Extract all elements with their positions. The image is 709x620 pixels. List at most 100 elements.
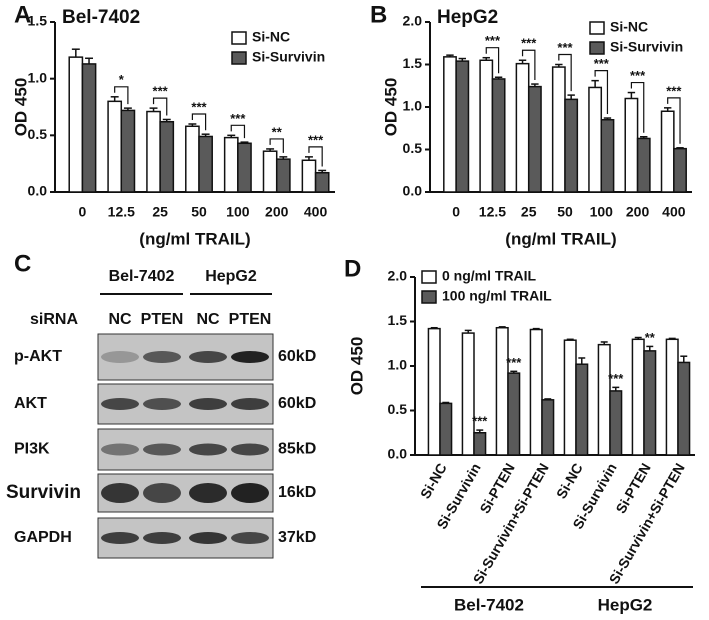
significance-label: *** <box>506 355 522 370</box>
size-label: 37kD <box>278 529 316 546</box>
protein-label: GAPDH <box>14 529 72 546</box>
protein-label: PI3K <box>14 441 50 458</box>
band <box>101 351 139 363</box>
panel-label: B <box>370 1 387 28</box>
bar <box>427 327 441 456</box>
bar <box>159 120 175 193</box>
band <box>231 351 269 363</box>
x-tick-label: 50 <box>557 204 573 220</box>
protein-label: Survivin <box>6 482 81 503</box>
bar <box>275 158 291 193</box>
x-tick-label: 100 <box>226 204 250 220</box>
lane-label: NC <box>108 311 132 328</box>
band <box>189 443 227 456</box>
legend-label: 0 ng/ml TRAIL <box>442 268 537 284</box>
x-tick-label: 100 <box>590 204 614 220</box>
bar <box>237 142 252 193</box>
significance-bracket <box>152 97 168 116</box>
legend-swatch <box>421 290 437 304</box>
significance-label: *** <box>153 84 169 99</box>
y-tick-label: 1.0 <box>28 69 48 85</box>
bar <box>631 338 645 456</box>
bar <box>68 56 84 193</box>
legend-label: Si-NC <box>252 29 290 45</box>
significance-bracket <box>308 146 323 167</box>
bar <box>262 150 278 193</box>
y-tick-label: 1.5 <box>28 13 48 29</box>
bar <box>643 350 657 456</box>
bar <box>198 135 213 193</box>
legend-swatch <box>231 31 247 45</box>
significance-label: ** <box>272 124 283 139</box>
significance-bracket <box>230 124 246 139</box>
significance-label: *** <box>308 132 324 147</box>
y-tick-label: 0.0 <box>388 446 408 462</box>
bar <box>529 328 543 456</box>
chart-title: Bel-7402 <box>62 7 140 28</box>
bar <box>527 85 542 193</box>
bar <box>479 59 494 193</box>
bar <box>636 137 651 193</box>
legend-label: 100 ng/ml TRAIL <box>442 288 552 304</box>
y-tick-label: 1.5 <box>403 55 423 71</box>
bar <box>146 110 161 193</box>
band <box>101 443 139 456</box>
significance-label: ** <box>645 330 656 345</box>
x-tick-label: 400 <box>662 204 686 220</box>
legend-swatch <box>231 51 247 65</box>
band <box>143 398 181 410</box>
panel-label: D <box>344 255 361 282</box>
band <box>231 483 269 503</box>
significance-label: *** <box>594 56 610 71</box>
band <box>189 483 227 503</box>
y-axis-label: OD 450 <box>347 337 366 396</box>
group-label: HepG2 <box>598 595 653 614</box>
band <box>143 483 181 503</box>
significance-bracket <box>114 86 129 105</box>
bar <box>677 361 691 456</box>
x-axis-label: (ng/ml TRAIL) <box>505 229 616 248</box>
bar <box>541 399 555 456</box>
bar <box>301 159 317 193</box>
bar <box>551 66 566 193</box>
bar <box>223 136 239 193</box>
bar <box>588 86 603 193</box>
significance-bracket <box>630 81 645 133</box>
significance-bracket <box>594 70 609 115</box>
x-tick-label: 50 <box>191 204 207 220</box>
y-tick-label: 1.5 <box>388 312 408 328</box>
y-tick-label: 0.5 <box>403 140 423 156</box>
bar <box>455 60 470 193</box>
legend-swatch <box>589 41 605 55</box>
x-tick-label: 400 <box>304 204 328 220</box>
y-tick-label: 1.0 <box>403 98 423 114</box>
y-axis-label: OD 450 <box>11 78 30 137</box>
bar <box>491 78 506 193</box>
y-tick-label: 2.0 <box>388 268 408 284</box>
x-tick-label: 0 <box>452 204 460 220</box>
band <box>231 532 269 544</box>
bar <box>624 97 639 193</box>
legend-label: Si-NC <box>610 19 648 35</box>
bar <box>185 125 200 193</box>
size-label: 60kD <box>278 348 316 365</box>
bar <box>563 339 577 456</box>
bar <box>575 363 589 456</box>
x-tick-label: 25 <box>152 204 168 220</box>
band <box>101 532 139 544</box>
band <box>231 443 269 456</box>
significance-bracket <box>269 138 284 153</box>
bar <box>495 326 509 456</box>
significance-bracket <box>191 113 207 131</box>
significance-bracket <box>521 49 536 81</box>
y-tick-label: 2.0 <box>403 13 423 29</box>
lane-label: PTEN <box>229 311 272 328</box>
panel-label: C <box>14 250 31 277</box>
legend-swatch <box>421 270 437 284</box>
bar <box>443 56 457 193</box>
bar <box>314 171 330 193</box>
bar <box>439 402 453 456</box>
band <box>143 443 181 456</box>
x-axis-label: (ng/ml TRAIL) <box>139 229 250 248</box>
cell-line-label: Bel-7402 <box>109 268 175 285</box>
